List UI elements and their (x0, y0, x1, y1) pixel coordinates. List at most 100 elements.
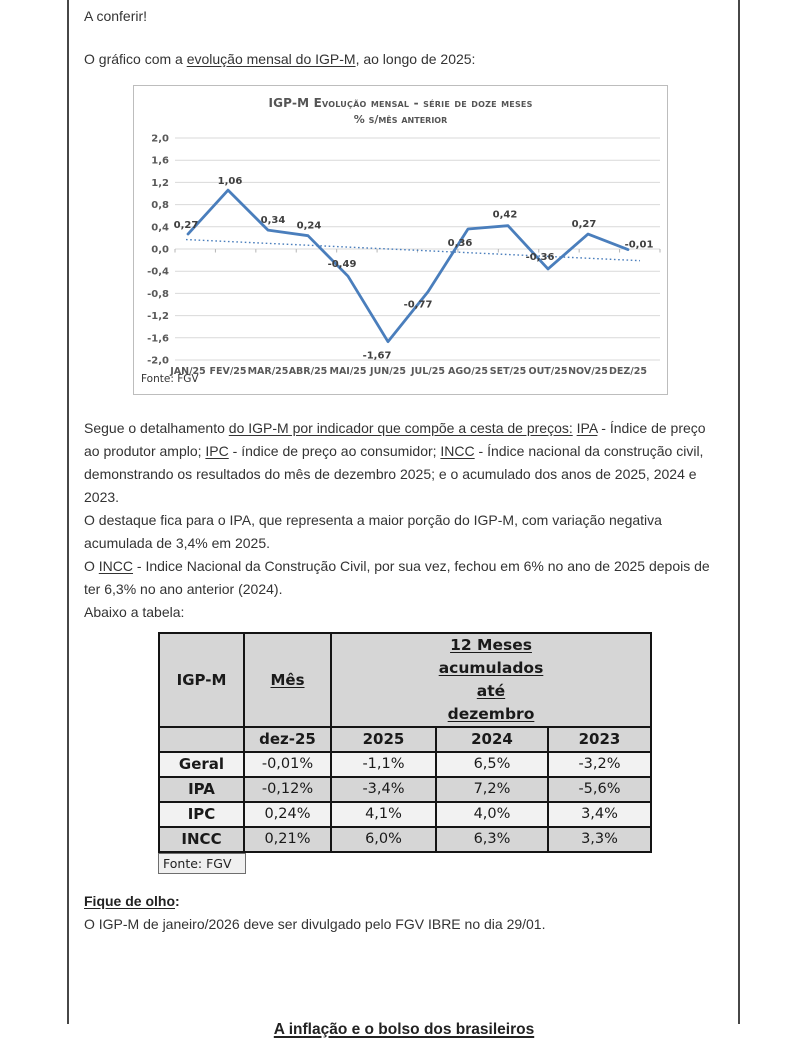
table-row-incc: INCC 0,21% 6,0% 6,3% 3,3% (158, 826, 652, 853)
y-tick-label: 0,8 (151, 200, 169, 211)
y-tick-label: -0,4 (147, 267, 169, 278)
table-row-ipa: IPA -0,12% -3,4% 7,2% -5,6% (158, 776, 652, 803)
page-content: A conferir! O gráfico com a evolução men… (84, 0, 724, 1039)
table-value-cell: -0,01% (243, 751, 332, 778)
paragraph-table-intro: Abaixo a tabela: (84, 601, 724, 624)
text-run: Abaixo a tabela: (84, 604, 185, 620)
table-row-ipc: IPC 0,24% 4,1% 4,0% 3,4% (158, 801, 652, 828)
text-run: demonstrando os resultados do mês de dez… (84, 466, 697, 482)
data-point-label: 1,06 (218, 176, 243, 187)
chart-source-label: Fonte: FGV (141, 373, 199, 385)
data-point-label: -0,36 (526, 252, 555, 263)
text-run: - Índice de preço (597, 420, 706, 436)
table-value-cell: 6,0% (330, 826, 437, 853)
underlined-text: IPC (205, 443, 229, 459)
x-tick-label: NOV/25 (568, 366, 608, 377)
table-value-cell: 7,2% (435, 776, 549, 803)
text-run: - índice de preço ao consumidor; (228, 443, 441, 459)
table-subheader-cell: 2023 (547, 726, 652, 753)
x-tick-label: SET/25 (490, 366, 527, 377)
table-value-cell: 3,3% (547, 826, 652, 853)
table-value-cell: 4,0% (435, 801, 549, 828)
chart-title: IGP-M Evolução mensal - série de doze me… (268, 96, 533, 110)
text-run: O gráfico com a (84, 51, 187, 67)
data-point-label: -1,67 (363, 351, 392, 362)
watch-title: Fique de olho: (84, 890, 724, 913)
text-run: Segue o detalhamento (84, 420, 229, 436)
detail-block: Segue o detalhamento do IGP-M por indica… (84, 417, 724, 624)
underlined-text: evolução mensal do IGP-M (186, 51, 356, 67)
x-tick-label: FEV/25 (209, 366, 246, 377)
table-value-cell: 0,24% (243, 801, 332, 828)
y-tick-label: -0,8 (147, 289, 169, 300)
text-run: acumulada de 3,4% em 2025. (84, 535, 271, 551)
text-run: ao produtor amplo; (84, 443, 206, 459)
page-left-edge (67, 0, 69, 1024)
data-point-label: 0,27 (572, 219, 597, 230)
underlined-text: IPA (576, 420, 598, 436)
y-tick-label: -1,2 (147, 311, 169, 322)
paragraph-detail: Segue o detalhamento do IGP-M por indica… (84, 417, 724, 509)
data-point-label: -0,01 (625, 240, 654, 251)
chart-intro: O gráfico com a evolução mensal do IGP-M… (84, 48, 724, 71)
data-point-label: 0,36 (448, 238, 473, 249)
y-tick-label: 1,6 (151, 156, 169, 167)
x-tick-label: AGO/25 (448, 366, 488, 377)
text-run: O IGP-M de janeiro/2026 deve ser divulga… (84, 916, 546, 932)
table-value-cell: -0,12% (243, 776, 332, 803)
table-value-cell: -3,4% (330, 776, 437, 803)
table-value-cell: -3,2% (547, 751, 652, 778)
igpm-monthly-evolution-chart: 2,0 1,6 1,2 0,8 0,4 0,0 -0,4 -0,8 -1,2 -1,6 -2,0 JA… (133, 85, 668, 395)
table-header-mes: Mês (243, 632, 332, 728)
table-subheader-cell: dez-25 (243, 726, 332, 753)
y-tick-label: 1,2 (151, 178, 169, 189)
x-tick-label: JUN/25 (369, 366, 406, 377)
text-run: - Índice nacional da construção civil, (474, 443, 704, 459)
table-source-label: Fonte: FGV (158, 853, 246, 874)
row-label: INCC (158, 826, 245, 853)
paragraph-incc-note: O INCC - Indice Nacional da Construção C… (84, 555, 724, 601)
data-point-label: -0,77 (404, 300, 433, 311)
x-tick-label: JAN/25 (169, 366, 206, 377)
text-run: , ao longo de 2025: (355, 51, 476, 67)
trend-line (185, 238, 641, 262)
text-run: O destaque fica para o IPA, que represen… (84, 512, 662, 528)
underlined-text: do IGP-M por indicador que compõe a cest… (228, 420, 573, 436)
text-run: : (175, 893, 180, 909)
table-subheader-cell: 2025 (330, 726, 437, 753)
table-value-cell: 6,5% (435, 751, 549, 778)
table-row-geral: Geral -0,01% -1,1% 6,5% -3,2% (158, 751, 652, 778)
y-tick-label: 0,4 (151, 222, 169, 233)
text-run: - Indice Nacional da Construção Civil, p… (133, 558, 710, 574)
table-subheader-cell: 2024 (435, 726, 549, 753)
row-label: IPC (158, 801, 245, 828)
table-value-cell: -1,1% (330, 751, 437, 778)
underlined-text: INCC (440, 443, 475, 459)
top-note: A conferir! (84, 5, 724, 28)
data-point-label: 0,34 (261, 215, 286, 226)
x-tick-label: OUT/25 (529, 366, 568, 377)
underlined-text: Fique de olho (84, 893, 175, 909)
table-value-cell: 6,3% (435, 826, 549, 853)
y-tick-label: 2,0 (151, 134, 169, 145)
table-value-cell: -5,6% (547, 776, 652, 803)
data-point-label: 0,24 (297, 221, 322, 232)
table-value-cell: 0,21% (243, 826, 332, 853)
x-tick-label: MAI/25 (329, 366, 366, 377)
underlined-text: INCC (98, 558, 134, 574)
x-tick-label: DEZ/25 (609, 366, 647, 377)
watch-body: O IGP-M de janeiro/2026 deve ser divulga… (84, 913, 724, 936)
y-tick-label: -2,0 (147, 356, 169, 367)
row-label: IPA (158, 776, 245, 803)
table-subheader-cell (158, 726, 245, 753)
text-run: A conferir! (84, 8, 148, 24)
paragraph-ipa-highlight: O destaque fica para o IPA, que represen… (84, 509, 724, 555)
y-tick-label: -1,6 (147, 333, 169, 344)
igpm-series-line (186, 188, 630, 344)
data-point-label: 0,42 (493, 210, 518, 221)
table-header-12-meses: 12 Meses acumulados até dezembro (330, 632, 652, 728)
table-value-cell: 4,1% (330, 801, 437, 828)
chart-subtitle: % s/mês anterior (353, 113, 448, 126)
y-tick-label: 0,0 (151, 245, 169, 256)
text-run: O (84, 558, 99, 574)
